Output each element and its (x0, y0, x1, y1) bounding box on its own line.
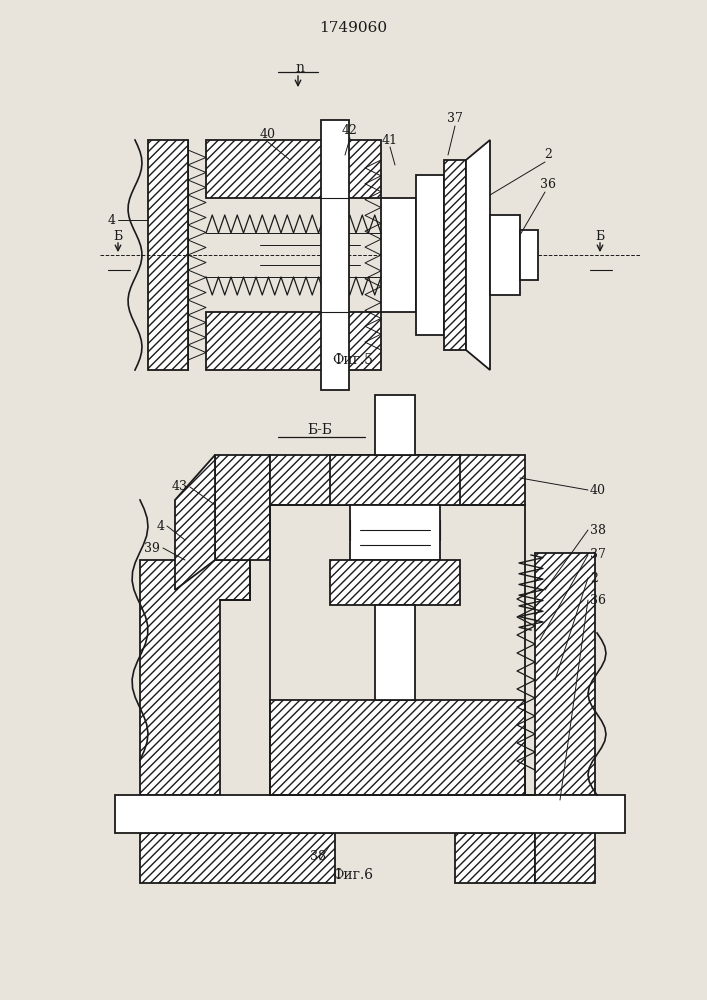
Polygon shape (416, 175, 444, 335)
Polygon shape (270, 455, 525, 505)
Polygon shape (148, 140, 188, 370)
Polygon shape (206, 140, 381, 198)
Polygon shape (490, 215, 520, 295)
Polygon shape (444, 160, 466, 350)
Text: 38: 38 (310, 850, 326, 862)
Polygon shape (520, 230, 538, 280)
Polygon shape (381, 198, 416, 312)
Text: 40: 40 (260, 128, 276, 141)
Text: Б: Б (595, 230, 604, 242)
Text: 4: 4 (108, 214, 116, 227)
Polygon shape (321, 120, 349, 390)
Text: 41: 41 (382, 133, 398, 146)
Polygon shape (206, 312, 381, 370)
Text: 40: 40 (590, 484, 606, 496)
Polygon shape (375, 395, 415, 455)
Polygon shape (215, 455, 270, 560)
Text: 2: 2 (544, 148, 552, 161)
Text: 36: 36 (590, 593, 606, 606)
Polygon shape (535, 815, 595, 883)
Text: Фиг.6: Фиг.6 (332, 868, 373, 882)
Polygon shape (140, 833, 335, 883)
Text: 42: 42 (342, 123, 358, 136)
Polygon shape (330, 560, 460, 605)
Polygon shape (330, 455, 460, 505)
Polygon shape (175, 455, 215, 590)
Polygon shape (455, 833, 535, 883)
Polygon shape (466, 140, 490, 370)
Polygon shape (115, 795, 625, 833)
Text: Б: Б (113, 230, 122, 242)
Text: 2: 2 (590, 572, 598, 584)
Text: 37: 37 (447, 111, 463, 124)
Text: 43: 43 (172, 481, 188, 493)
Polygon shape (375, 605, 415, 700)
Text: 39: 39 (144, 542, 160, 554)
Text: Б-Б: Б-Б (308, 423, 332, 437)
Text: n: n (296, 61, 305, 75)
Polygon shape (350, 505, 440, 560)
Polygon shape (270, 700, 525, 795)
Text: 37: 37 (590, 548, 606, 562)
Text: 36: 36 (540, 178, 556, 192)
Polygon shape (140, 560, 250, 795)
Text: 38: 38 (590, 524, 606, 536)
Text: Фиг.5: Фиг.5 (332, 353, 373, 367)
Polygon shape (535, 553, 595, 795)
Text: 4: 4 (157, 520, 165, 532)
Text: 1749060: 1749060 (319, 21, 387, 35)
